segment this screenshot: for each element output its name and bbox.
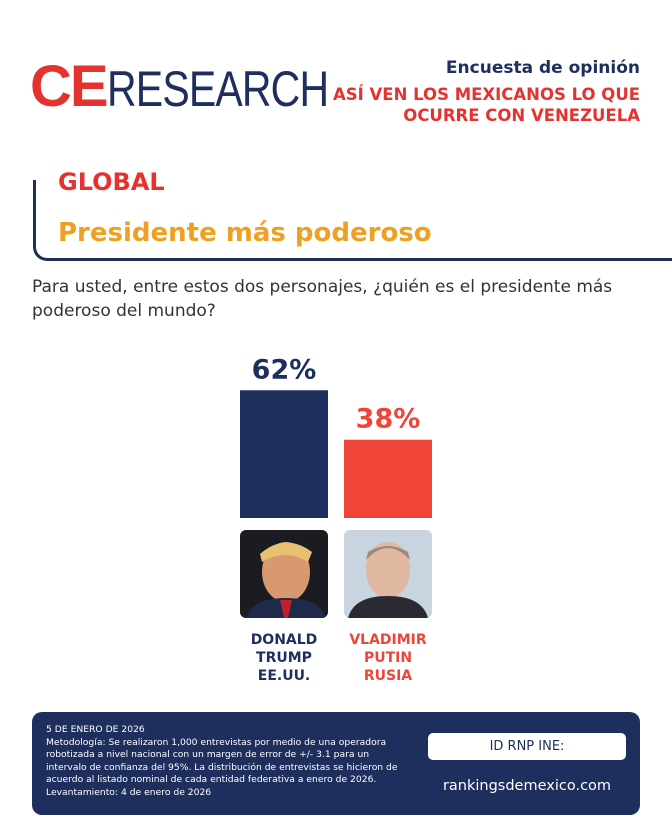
- value-label: 62%: [252, 354, 317, 385]
- category-label: DONALD TRUMP: [251, 632, 318, 666]
- logo-research: RESEARCH: [106, 61, 329, 117]
- logo: CERESEARCH: [30, 52, 376, 124]
- kicker: Encuesta de opinión: [445, 58, 640, 78]
- category-label: VLADIMIR PUTIN: [349, 632, 427, 666]
- section-title: Presidente más poderoso: [58, 218, 432, 248]
- date: 5 DE ENERO DE 2026: [46, 724, 145, 735]
- website: rankingsdemexico.com: [442, 778, 612, 794]
- footer: [32, 712, 640, 815]
- photo-putin: [344, 530, 432, 618]
- country-label: RUSIA: [364, 668, 412, 684]
- bar: [240, 390, 328, 518]
- section-frame: [33, 180, 672, 261]
- logo-ce: CE: [30, 54, 109, 119]
- question: Para usted, entre estos dos personajes, …: [32, 277, 613, 321]
- photo-trump: [240, 530, 328, 618]
- registry: ID RNP INE: 201509111210081: [428, 733, 626, 781]
- bar: [344, 439, 432, 518]
- methodology: Metodología: Se realizaron 1,000 entrevi…: [46, 736, 398, 786]
- value-label: 38%: [356, 404, 421, 435]
- chart: 62% DONALD TRUMP EE.UU. 38% VLADIMIR PUTIN RUSI…: [240, 354, 432, 684]
- headline: ASÍ VEN LOS MEXICANOS LO QUE OCURRE CON …: [333, 85, 640, 125]
- section-label: GLOBAL: [58, 168, 165, 196]
- country-label: EE.UU.: [258, 668, 311, 684]
- footer-text: 5 DE ENERO DE 2026 Metodología: Se reali…: [46, 724, 406, 799]
- fieldwork: Levantamiento: 4 de enero de 2026: [46, 786, 212, 798]
